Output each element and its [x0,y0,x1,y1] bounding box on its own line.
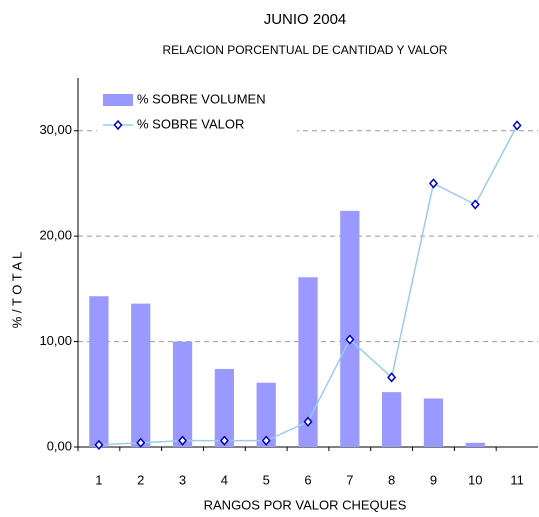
x-tick-label: 9 [430,472,437,487]
marker [470,199,480,210]
y-tick-label: 20,00 [39,228,72,243]
legend-marker [113,119,123,131]
marker [136,437,146,448]
marker [94,439,104,451]
x-tick-label: 6 [304,472,311,487]
legend-swatch [103,94,133,106]
legend-label: % SOBRE VALOR [137,116,244,131]
x-tick-label: 1 [95,472,102,487]
y-tick-label: 30,00 [39,122,72,137]
x-tick-label: 10 [468,472,482,487]
marker [178,435,188,446]
x-tick-label: 7 [346,472,353,487]
bar [131,303,151,447]
bar [89,296,109,447]
bar [340,210,360,447]
bar [465,442,485,447]
bar [214,368,234,447]
bar [256,382,276,447]
x-axis-label: RANGOS POR VALOR CHEQUES [204,497,407,512]
y-tick-label: 10,00 [39,333,72,348]
marker [261,435,271,446]
chart-title: JUNIO 2004 [264,11,347,28]
marker [219,435,229,446]
x-tick-label: 4 [221,472,228,487]
x-tick-label: 3 [179,472,186,487]
x-tick-label: 2 [137,472,144,487]
marker [512,120,522,131]
marker [303,416,313,427]
bar [423,398,444,447]
bar [298,277,318,447]
chart-subtitle: RELACION PORCENTUAL DE CANTIDAD Y VALOR [163,43,448,57]
bar [172,341,193,447]
x-tick-label: 8 [388,472,395,487]
marker [345,334,355,345]
y-tick-label: 0,00 [47,438,72,453]
marker [387,372,397,383]
legend-label: % SOBRE VOLUMEN [137,91,266,106]
x-tick-label: 5 [263,472,270,487]
x-tick-label: 11 [510,472,524,487]
marker [428,178,438,189]
bar [382,392,402,447]
y-axis-label: % / T O T A L [9,252,24,328]
